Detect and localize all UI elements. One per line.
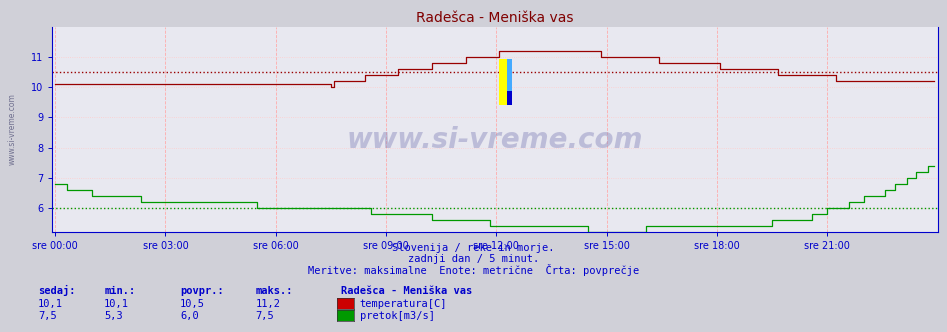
Bar [508,59,512,91]
Text: Meritve: maksimalne  Enote: metrične  Črta: povprečje: Meritve: maksimalne Enote: metrične Črta… [308,264,639,276]
Text: 10,1: 10,1 [38,299,63,309]
Text: povpr.:: povpr.: [180,286,223,296]
Title: Radešca - Meniška vas: Radešca - Meniška vas [416,11,574,25]
Text: Slovenija / reke in morje.: Slovenija / reke in morje. [392,243,555,253]
Text: 5,3: 5,3 [104,311,123,321]
Text: 7,5: 7,5 [256,311,275,321]
Text: sedaj:: sedaj: [38,285,76,296]
Text: min.:: min.: [104,286,135,296]
Text: zadnji dan / 5 minut.: zadnji dan / 5 minut. [408,254,539,264]
Text: 10,1: 10,1 [104,299,129,309]
Text: pretok[m3/s]: pretok[m3/s] [360,311,435,321]
Text: Radešca - Meniška vas: Radešca - Meniška vas [341,286,473,296]
Text: 7,5: 7,5 [38,311,57,321]
Text: 10,5: 10,5 [180,299,205,309]
Text: www.si-vreme.com: www.si-vreme.com [8,94,17,165]
Text: 6,0: 6,0 [180,311,199,321]
Text: 11,2: 11,2 [256,299,280,309]
Bar [508,91,512,105]
Text: temperatura[C]: temperatura[C] [360,299,447,309]
Text: www.si-vreme.com: www.si-vreme.com [347,126,643,154]
Text: maks.:: maks.: [256,286,294,296]
Bar [499,59,508,105]
